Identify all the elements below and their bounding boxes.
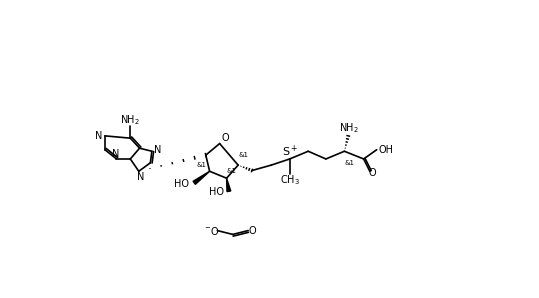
- Text: CH$_3$: CH$_3$: [280, 174, 300, 187]
- Text: S$^+$: S$^+$: [282, 144, 299, 159]
- Text: $^{-}$O: $^{-}$O: [204, 225, 219, 237]
- Text: HO: HO: [209, 187, 224, 197]
- Text: O: O: [368, 168, 376, 178]
- Text: &1: &1: [227, 168, 237, 174]
- Polygon shape: [193, 171, 210, 184]
- Text: &1: &1: [239, 152, 248, 158]
- Text: N: N: [154, 145, 162, 155]
- Text: NH$_2$: NH$_2$: [339, 121, 359, 135]
- Text: &1: &1: [345, 160, 355, 166]
- Text: NH$_2$: NH$_2$: [120, 113, 140, 127]
- Text: N: N: [112, 149, 119, 159]
- Polygon shape: [226, 178, 231, 192]
- Text: HO: HO: [175, 179, 189, 189]
- Text: N: N: [95, 131, 102, 141]
- Text: &1: &1: [196, 162, 206, 168]
- Text: OH: OH: [378, 145, 393, 155]
- Text: N: N: [137, 172, 144, 182]
- Text: O: O: [248, 226, 256, 236]
- Text: O: O: [221, 133, 229, 143]
